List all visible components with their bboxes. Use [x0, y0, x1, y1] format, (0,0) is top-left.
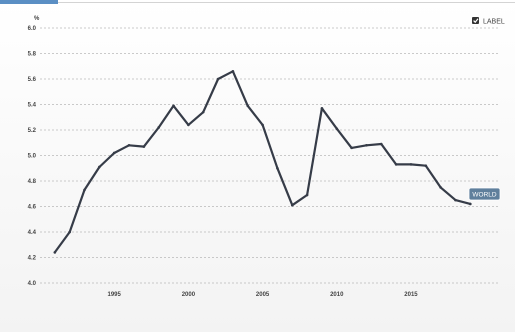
x-tick-label: 2010: [330, 292, 344, 298]
y-tick-label: 5.4: [28, 103, 37, 109]
x-tick-label: 2005: [256, 292, 270, 298]
data-point: [68, 230, 71, 234]
y-tick-label: 4.6: [28, 205, 37, 211]
legend-checkbox[interactable]: [472, 17, 479, 24]
data-point: [290, 203, 294, 207]
data-point: [350, 146, 353, 150]
data-point: [246, 104, 250, 108]
data-point: [201, 110, 205, 114]
data-point: [142, 145, 146, 148]
data-point: [261, 123, 264, 127]
data-point: [439, 186, 442, 189]
data-point: [157, 126, 161, 129]
data-point: [112, 151, 116, 155]
y-tick-label: 5.2: [28, 128, 37, 134]
gridlines: [40, 27, 500, 284]
data-point: [231, 70, 235, 73]
data-point: [320, 107, 324, 110]
y-axis: 4.0 4.2 4.4 4.6 4.8 5.0 5.2 5.4 5.6 5.8 6.0: [28, 26, 37, 287]
data-point: [305, 193, 309, 197]
series-line: [53, 70, 472, 254]
series-label-box: [468, 187, 501, 201]
y-tick-label: 6.0: [28, 26, 37, 32]
data-point: [394, 163, 398, 166]
legend[interactable]: LABEL: [472, 17, 505, 26]
checkmark-icon: [473, 18, 479, 24]
data-point: [127, 144, 131, 147]
data-point: [53, 251, 57, 254]
data-point: [335, 127, 339, 131]
y-tick-label: 5.0: [28, 154, 37, 160]
data-point: [424, 164, 428, 167]
active-tab-indicator[interactable]: [0, 0, 58, 4]
y-tick-label: 4.8: [28, 179, 37, 185]
data-point: [187, 123, 190, 127]
data-point: [469, 202, 472, 206]
data-point: [98, 165, 101, 169]
series-end-label: WORLD: [468, 187, 501, 201]
x-tick-label: 2000: [182, 292, 196, 298]
data-point: [172, 104, 175, 108]
x-axis: 1995 2000 2005 2010 2015: [108, 292, 419, 298]
y-tick-label: 4.4: [28, 230, 37, 236]
y-tick-label: 4.2: [28, 256, 37, 262]
data-point: [454, 198, 457, 202]
data-point: [216, 77, 220, 81]
top-divider: [58, 2, 515, 3]
legend-label: LABEL: [483, 19, 505, 26]
series-label: WORLD: [472, 192, 497, 199]
x-tick-label: 1995: [108, 292, 122, 298]
series-world: [53, 70, 472, 254]
y-tick-label: 5.6: [28, 77, 37, 83]
data-point: [276, 166, 279, 170]
x-tick-label: 2015: [404, 292, 418, 298]
data-point: [409, 163, 413, 166]
data-point: [83, 188, 86, 192]
data-point: [365, 144, 368, 147]
y-tick-label: 4.0: [28, 281, 37, 287]
y-axis-unit: %: [34, 16, 40, 22]
data-point: [379, 142, 383, 146]
y-tick-label: 5.8: [28, 52, 37, 58]
